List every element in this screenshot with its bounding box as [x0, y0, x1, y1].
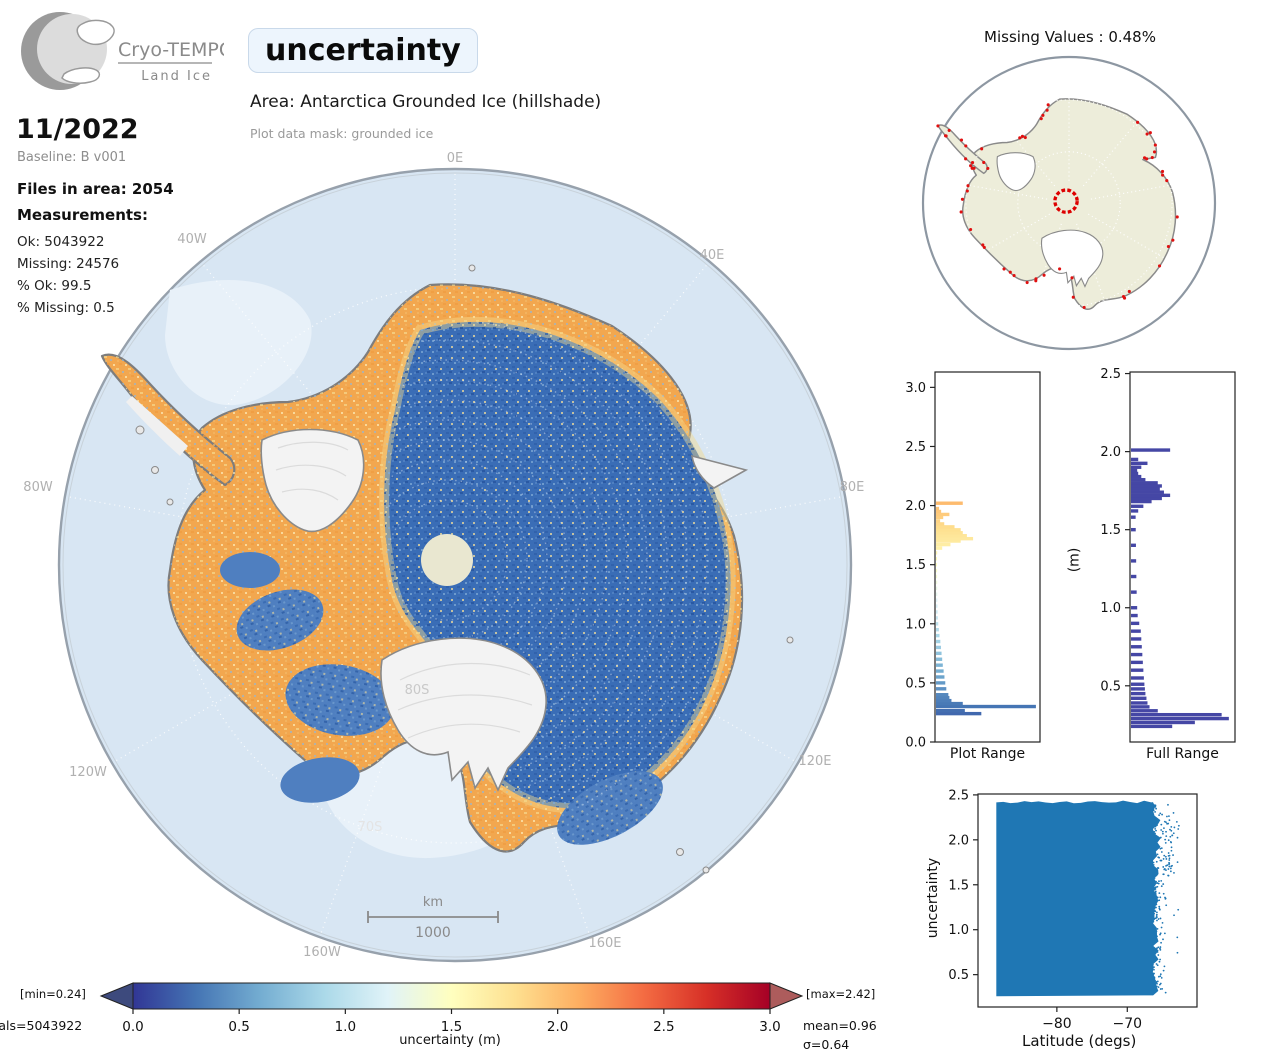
lat-label-70S: 70S	[358, 820, 383, 835]
logo-brand-text: Cryo-TEMPO	[118, 39, 224, 61]
full-range-histogram: 0.5 1.0 1.5 2.0 2.5	[1100, 367, 1236, 743]
hist-tick-label: 0.5	[905, 676, 926, 691]
lon-label-160E: 160E	[588, 936, 621, 951]
hist-tick-label: 3.0	[905, 381, 926, 396]
weddell-sea-pale	[165, 280, 312, 406]
date-label: 11/2022	[16, 114, 139, 145]
hist-tick-label: 0.5	[1100, 679, 1121, 694]
lon-label-160W: 160W	[303, 945, 341, 960]
pole-hole-missing-ring	[1053, 188, 1079, 214]
latitude-scatter-plot: −80 −70 0.5 1.0 1.5 2.0 2.5	[948, 788, 1198, 1032]
baseline-label: Baseline: B v001	[17, 150, 127, 165]
lon-label-80W: 80W	[23, 480, 53, 495]
ross-ice-shelf	[380, 637, 547, 792]
lon-label-40W: 40W	[177, 232, 207, 247]
scatter-ylabel: uncertainty	[925, 857, 942, 939]
colorbar-tick-label: 2.0	[547, 1019, 568, 1035]
lon-label-0E: 0E	[447, 151, 464, 166]
scale-bar	[367, 911, 499, 923]
stat-pct-ok: % Ok: 99.5	[17, 278, 92, 294]
amery-ice-shelf	[691, 454, 749, 489]
hist-tick-label: 1.5	[1100, 523, 1121, 538]
full-range-title: Full Range	[1146, 746, 1219, 762]
scatter-ytick-label: 2.0	[948, 833, 969, 848]
map-subtitle: Plot data mask: grounded ice	[250, 126, 434, 141]
hist-tick-label: 2.5	[905, 440, 926, 455]
scatter-ytick-label: 1.0	[948, 923, 969, 938]
logo-greenland-outline	[76, 19, 115, 46]
colorbar-tick-label: 1.5	[441, 1019, 462, 1035]
lon-label-120E: 120E	[798, 754, 831, 769]
ice-shelves	[126, 396, 749, 792]
missing-values-title: Missing Values : 0.48%	[984, 28, 1156, 46]
colorbar-axis-label: uncertainty (m)	[399, 1033, 501, 1048]
stat-ok: Ok: 5043922	[17, 234, 105, 250]
plot-range-title: Plot Range	[949, 746, 1026, 762]
hist-tick-label: 1.0	[1100, 601, 1121, 616]
ronne-ice-shelf	[260, 428, 365, 533]
peninsula-ridge	[126, 396, 188, 456]
colorbar-tick-label: 2.5	[653, 1019, 674, 1035]
lon-label-120W: 120W	[69, 765, 107, 780]
colorbar-vals-label: vals=5043922	[0, 1018, 83, 1033]
scatter-xlabel: Latitude (degs)	[1022, 1032, 1137, 1050]
colorbar-tick-label: 1.0	[335, 1019, 356, 1035]
files-in-area-label: Files in area: 2054	[17, 180, 174, 198]
hist-tick-label: 2.0	[905, 499, 926, 514]
full-range-ylabel: (m)	[1066, 547, 1083, 573]
measurements-label: Measurements:	[17, 206, 148, 224]
missing-values-map	[921, 55, 1217, 351]
logo-sub-text: Land Ice	[141, 69, 212, 84]
stat-missing: Missing: 24576	[17, 256, 120, 272]
plot-range-histogram: 0.0 0.5 1.0 1.5 2.0 2.5 3.0	[905, 371, 1041, 751]
colorbar-tick-label: 3.0	[759, 1019, 780, 1035]
lon-label-40E: 40E	[700, 248, 725, 263]
colorbar-tick-label: 0.5	[228, 1019, 249, 1035]
hist-tick-label: 1.5	[905, 558, 926, 573]
colorbar-sigma-label: σ=0.64	[803, 1037, 850, 1052]
metric-badge: uncertainty	[248, 28, 478, 73]
missing-data-dots	[936, 103, 1179, 309]
uncertainty-colorbar: 0.0 0.5 1.0 1.5 2.0 2.5 3.0	[99, 982, 804, 1035]
colorbar-max-label: [max=2.42]	[806, 987, 876, 1001]
scatter-ytick-label: 1.5	[948, 878, 969, 893]
hist-tick-label: 2.5	[1100, 367, 1121, 382]
scatter-xtick-label: −70	[1113, 1016, 1143, 1032]
hist-tick-label: 0.0	[905, 736, 926, 751]
pole-hole	[421, 534, 473, 586]
map-title: Area: Antarctica Grounded Ice (hillshade…	[250, 92, 602, 112]
coastal-islands	[135, 264, 794, 874]
logo-antarctica-outline	[61, 67, 101, 84]
scale-bar-value: 1000	[415, 925, 451, 941]
scatter-ytick-label: 0.5	[948, 968, 969, 983]
antarctica-uncertainty-map: 0E 40E 80E 120E 160E 160W 120W 80W 40W 8…	[23, 151, 865, 963]
lon-label-80E: 80E	[840, 480, 865, 495]
hist-tick-label: 2.0	[1100, 445, 1121, 460]
scatter-xtick-label: −80	[1042, 1016, 1072, 1032]
orbit-track-texture	[384, 321, 731, 809]
stat-pct-missing: % Missing: 0.5	[17, 300, 115, 316]
lat-label-80S: 80S	[405, 683, 430, 698]
scatter-ytick-label: 2.5	[948, 788, 969, 803]
colorbar-mean-label: mean=0.96	[803, 1018, 877, 1033]
colorbar-min-label: [min=0.24]	[20, 987, 86, 1001]
cryo-tempo-logo: Cryo-TEMPO Land Ice	[21, 12, 224, 90]
scale-bar-unit: km	[423, 895, 443, 910]
hist-tick-label: 1.0	[905, 617, 926, 632]
colorbar-tick-label: 0.0	[122, 1019, 143, 1035]
